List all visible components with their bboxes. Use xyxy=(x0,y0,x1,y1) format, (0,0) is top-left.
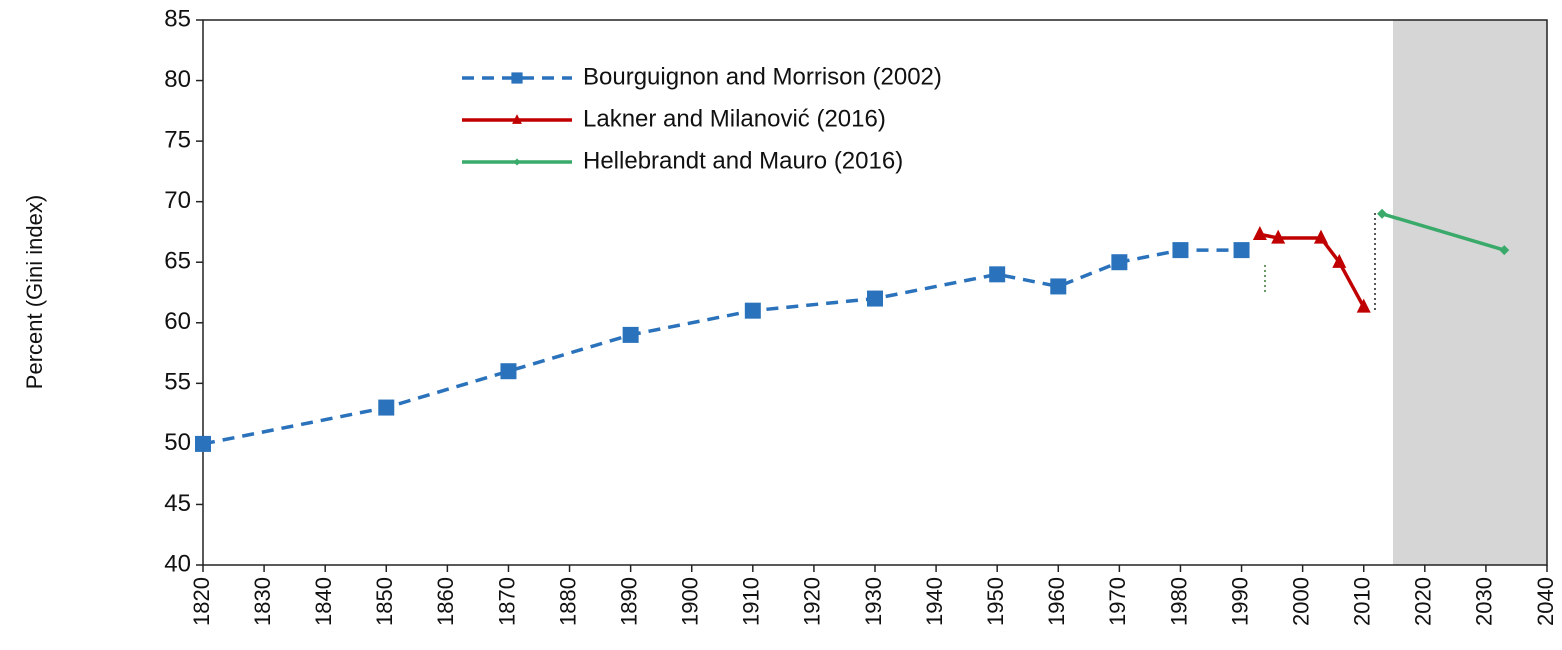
legend-label: Bourguignon and Morrison (2002) xyxy=(583,63,942,90)
x-tick-label: 1940 xyxy=(922,577,947,626)
marker xyxy=(989,266,1006,283)
x-tick-label: 1930 xyxy=(861,577,886,626)
y-tick-label: 50 xyxy=(164,429,191,456)
y-tick-label: 55 xyxy=(164,369,191,396)
marker xyxy=(195,435,211,452)
x-tick-label: 1960 xyxy=(1044,577,1069,626)
x-tick-label: 1830 xyxy=(250,577,275,626)
x-tick-label: 1950 xyxy=(983,577,1008,626)
marker xyxy=(1252,225,1267,240)
x-tick-label: 1990 xyxy=(1227,577,1252,626)
marker xyxy=(1111,254,1128,271)
y-tick-label: 45 xyxy=(164,490,191,517)
marker xyxy=(1271,229,1286,244)
y-axis-title: Percent (Gini index) xyxy=(22,195,47,389)
x-tick-label: 1890 xyxy=(616,577,641,626)
marker xyxy=(1356,298,1371,313)
legend-marker xyxy=(513,158,521,166)
legend-label: Hellebrandt and Mauro (2016) xyxy=(583,147,903,174)
projection-shading xyxy=(1393,20,1547,565)
marker xyxy=(867,290,883,307)
marker xyxy=(1172,242,1189,259)
marker xyxy=(500,363,517,380)
marker xyxy=(378,399,395,416)
marker xyxy=(1233,242,1250,259)
marker xyxy=(744,302,761,319)
series-line xyxy=(202,248,1242,446)
x-tick-label: 2040 xyxy=(1533,577,1558,626)
x-tick-label: 1980 xyxy=(1166,577,1191,626)
x-tick-label: 2010 xyxy=(1350,577,1375,626)
x-tick-label: 1880 xyxy=(555,577,580,626)
y-tick-label: 60 xyxy=(164,308,191,335)
y-tick-label: 85 xyxy=(164,5,191,32)
y-tick-label: 80 xyxy=(164,66,191,93)
x-tick-label: 2000 xyxy=(1288,577,1313,626)
legend-marker xyxy=(512,114,522,124)
y-tick-label: 40 xyxy=(164,550,191,577)
x-tick-label: 1920 xyxy=(800,577,825,626)
x-tick-label: 2020 xyxy=(1411,577,1436,626)
x-tick-label: 1910 xyxy=(739,577,764,626)
x-tick-label: 2030 xyxy=(1472,577,1497,626)
series-line xyxy=(1381,212,1505,252)
y-tick-label: 65 xyxy=(164,248,191,275)
marker xyxy=(1313,229,1328,244)
x-tick-label: 1870 xyxy=(494,577,519,626)
marker xyxy=(1377,208,1388,219)
marker xyxy=(1050,278,1067,295)
x-tick-label: 1860 xyxy=(433,577,458,626)
x-tick-label: 1970 xyxy=(1105,577,1130,626)
legend-marker xyxy=(511,72,523,84)
series-line xyxy=(1259,232,1366,308)
marker xyxy=(1332,253,1347,268)
y-tick-label: 70 xyxy=(164,187,191,214)
x-tick-label: 1820 xyxy=(189,577,214,626)
legend-label: Lakner and Milanović (2016) xyxy=(583,105,886,132)
x-tick-label: 1850 xyxy=(372,577,397,626)
y-tick-label: 75 xyxy=(164,126,191,153)
x-tick-label: 1900 xyxy=(678,577,703,626)
x-tick-label: 1840 xyxy=(311,577,336,626)
marker xyxy=(1499,245,1510,256)
marker xyxy=(622,326,639,343)
